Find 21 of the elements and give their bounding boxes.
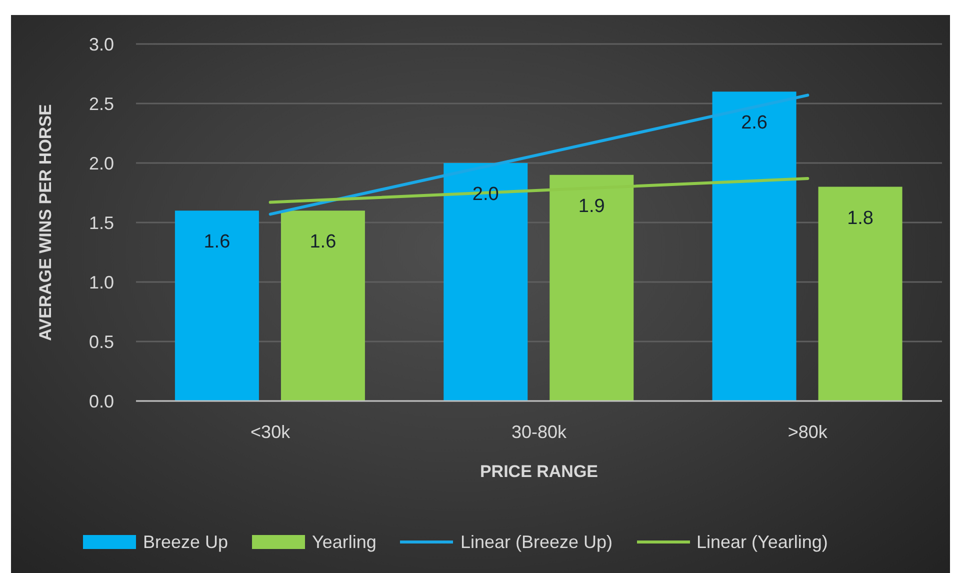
- y-axis-title: AVERAGE WINS PER HORSE: [36, 104, 54, 341]
- y-tick-label: 1.5: [88, 212, 114, 233]
- y-tick-label: 0.0: [88, 391, 114, 412]
- data-label: 1.6: [310, 231, 336, 252]
- y-tick-label: 2.0: [88, 153, 114, 174]
- data-label: 1.8: [847, 207, 874, 228]
- x-tick-label: <30k: [250, 422, 292, 442]
- legend-label: Linear (Yearling): [696, 532, 828, 552]
- y-tick-label: 2.5: [88, 94, 114, 114]
- x-tick-label: 30-80k: [511, 422, 568, 442]
- data-label: 1.9: [578, 195, 605, 216]
- data-label: 1.6: [204, 231, 230, 252]
- x-axis-title: PRICE RANGE: [480, 462, 598, 480]
- legend-label: Breeze Up: [143, 532, 228, 552]
- y-tick-label: 3.0: [88, 34, 114, 54]
- y-tick-label: 0.5: [88, 332, 114, 352]
- x-tick-label: >80k: [788, 422, 828, 442]
- data-label: 2.6: [741, 112, 768, 134]
- legend-label: Linear (Breeze Up): [460, 532, 613, 552]
- legend-label: Yearling: [312, 532, 376, 552]
- y-tick-label: 1.0: [88, 272, 114, 292]
